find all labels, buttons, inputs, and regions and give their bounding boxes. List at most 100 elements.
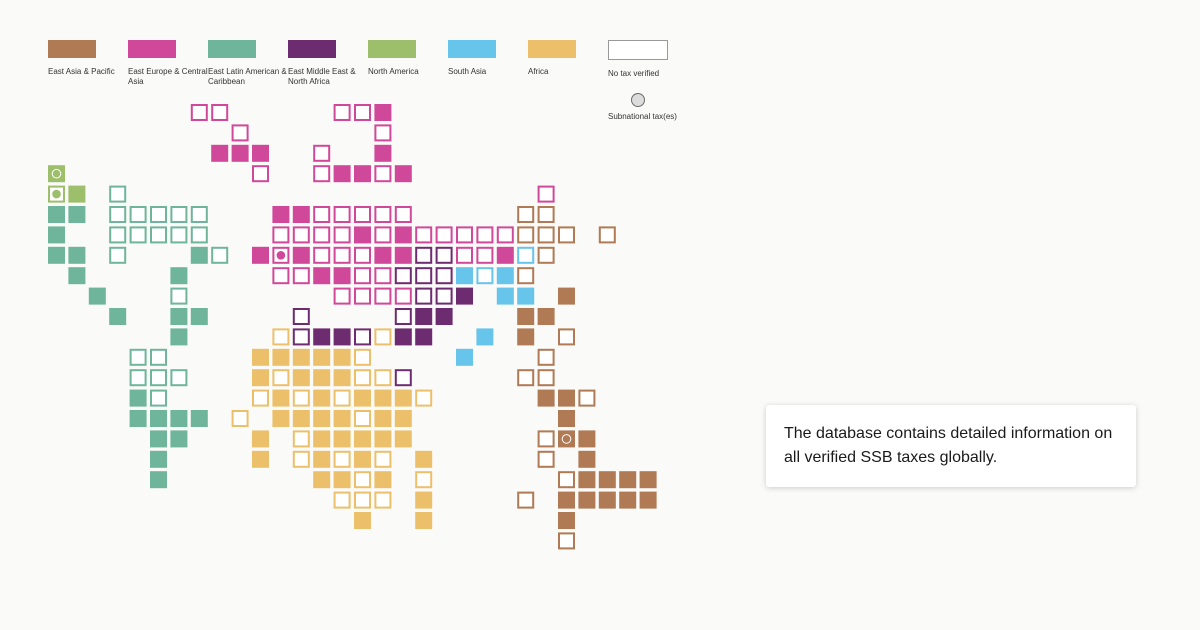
country-tile[interactable] <box>394 430 412 448</box>
country-tile[interactable] <box>476 328 494 346</box>
country-tile[interactable] <box>435 246 453 264</box>
country-tile[interactable] <box>252 348 269 366</box>
country-tile[interactable] <box>333 287 351 305</box>
country-tile[interactable] <box>517 328 535 346</box>
country-tile[interactable] <box>537 389 555 407</box>
country-tile[interactable] <box>517 246 535 264</box>
legend-item-subnational-tax[interactable]: Subnational tax(es) <box>608 93 698 121</box>
country-tile[interactable] <box>374 491 392 509</box>
country-tile[interactable] <box>48 206 65 223</box>
country-tile[interactable] <box>292 206 310 223</box>
country-tile[interactable] <box>496 246 514 264</box>
country-tile[interactable] <box>578 430 596 448</box>
country-tile[interactable] <box>272 348 290 366</box>
country-tile[interactable] <box>48 165 65 183</box>
country-tile[interactable] <box>476 267 494 285</box>
legend-item-africa[interactable]: Africa <box>528 40 608 77</box>
country-tile[interactable] <box>150 348 167 366</box>
country-tile[interactable] <box>578 471 596 489</box>
country-tile[interactable] <box>313 430 331 448</box>
country-tile[interactable] <box>558 226 575 244</box>
country-tile[interactable] <box>354 430 371 448</box>
country-tile[interactable] <box>558 430 575 448</box>
country-tile[interactable] <box>558 491 575 509</box>
country-tile[interactable] <box>394 369 412 387</box>
country-tile[interactable] <box>333 267 351 285</box>
country-tile[interactable] <box>619 491 637 509</box>
country-tile[interactable] <box>537 450 555 468</box>
country-tile[interactable] <box>374 267 392 285</box>
legend-item-east-europe-central-asia[interactable]: East Europe & Central Asia <box>128 40 208 87</box>
country-tile[interactable] <box>292 348 310 366</box>
country-tile[interactable] <box>313 471 331 489</box>
country-tile[interactable] <box>354 267 371 285</box>
country-tile[interactable] <box>129 389 147 407</box>
country-tile[interactable] <box>394 246 412 264</box>
country-tile[interactable] <box>190 226 208 244</box>
country-tile[interactable] <box>292 246 310 264</box>
country-tile[interactable] <box>415 267 433 285</box>
country-tile[interactable] <box>231 410 249 427</box>
country-tile[interactable] <box>394 308 412 325</box>
country-tile[interactable] <box>68 246 86 264</box>
country-tile[interactable] <box>333 246 351 264</box>
country-tile[interactable] <box>190 246 208 264</box>
country-tile[interactable] <box>354 104 371 121</box>
country-tile[interactable] <box>354 246 371 264</box>
country-tile[interactable] <box>272 389 290 407</box>
country-tile[interactable] <box>619 471 637 489</box>
country-tile[interactable] <box>252 389 269 407</box>
country-tile[interactable] <box>109 206 127 223</box>
country-tile[interactable] <box>252 165 269 183</box>
country-tile[interactable] <box>109 185 127 203</box>
country-tile[interactable] <box>537 308 555 325</box>
country-tile[interactable] <box>354 226 371 244</box>
country-tile[interactable] <box>333 206 351 223</box>
country-tile[interactable] <box>272 226 290 244</box>
country-tile[interactable] <box>231 144 249 162</box>
country-tile[interactable] <box>394 328 412 346</box>
country-tile[interactable] <box>292 267 310 285</box>
country-tile[interactable] <box>313 206 331 223</box>
country-tile[interactable] <box>374 206 392 223</box>
country-tile[interactable] <box>354 206 371 223</box>
country-tile[interactable] <box>170 206 188 223</box>
country-tile[interactable] <box>537 430 555 448</box>
country-tile[interactable] <box>292 308 310 325</box>
country-tile[interactable] <box>415 471 433 489</box>
country-tile[interactable] <box>170 226 188 244</box>
country-tile[interactable] <box>272 267 290 285</box>
country-tile[interactable] <box>374 104 392 121</box>
country-tile[interactable] <box>150 226 167 244</box>
country-tile[interactable] <box>394 287 412 305</box>
country-tile[interactable] <box>517 308 535 325</box>
country-tile[interactable] <box>374 246 392 264</box>
country-tile[interactable] <box>129 206 147 223</box>
country-tile[interactable] <box>68 185 86 203</box>
country-tile[interactable] <box>333 410 351 427</box>
country-tile[interactable] <box>150 389 167 407</box>
country-tile[interactable] <box>435 287 453 305</box>
country-tile[interactable] <box>578 491 596 509</box>
country-tile[interactable] <box>374 450 392 468</box>
legend-item-no-tax-verified[interactable]: No tax verified <box>608 40 688 79</box>
country-tile[interactable] <box>394 206 412 223</box>
country-tile[interactable] <box>313 369 331 387</box>
country-tile[interactable] <box>170 430 188 448</box>
country-tile[interactable] <box>109 246 127 264</box>
country-tile[interactable] <box>354 410 371 427</box>
country-tile[interactable] <box>435 226 453 244</box>
country-tile[interactable] <box>333 369 351 387</box>
country-tile[interactable] <box>333 328 351 346</box>
country-tile[interactable] <box>456 226 473 244</box>
country-tile[interactable] <box>150 206 167 223</box>
country-tile[interactable] <box>374 287 392 305</box>
country-tile[interactable] <box>354 369 371 387</box>
country-tile[interactable] <box>292 226 310 244</box>
country-tile[interactable] <box>333 226 351 244</box>
country-tile[interactable] <box>415 308 433 325</box>
country-tile[interactable] <box>170 267 188 285</box>
country-tile[interactable] <box>333 348 351 366</box>
country-tile[interactable] <box>415 491 433 509</box>
country-tile[interactable] <box>170 369 188 387</box>
